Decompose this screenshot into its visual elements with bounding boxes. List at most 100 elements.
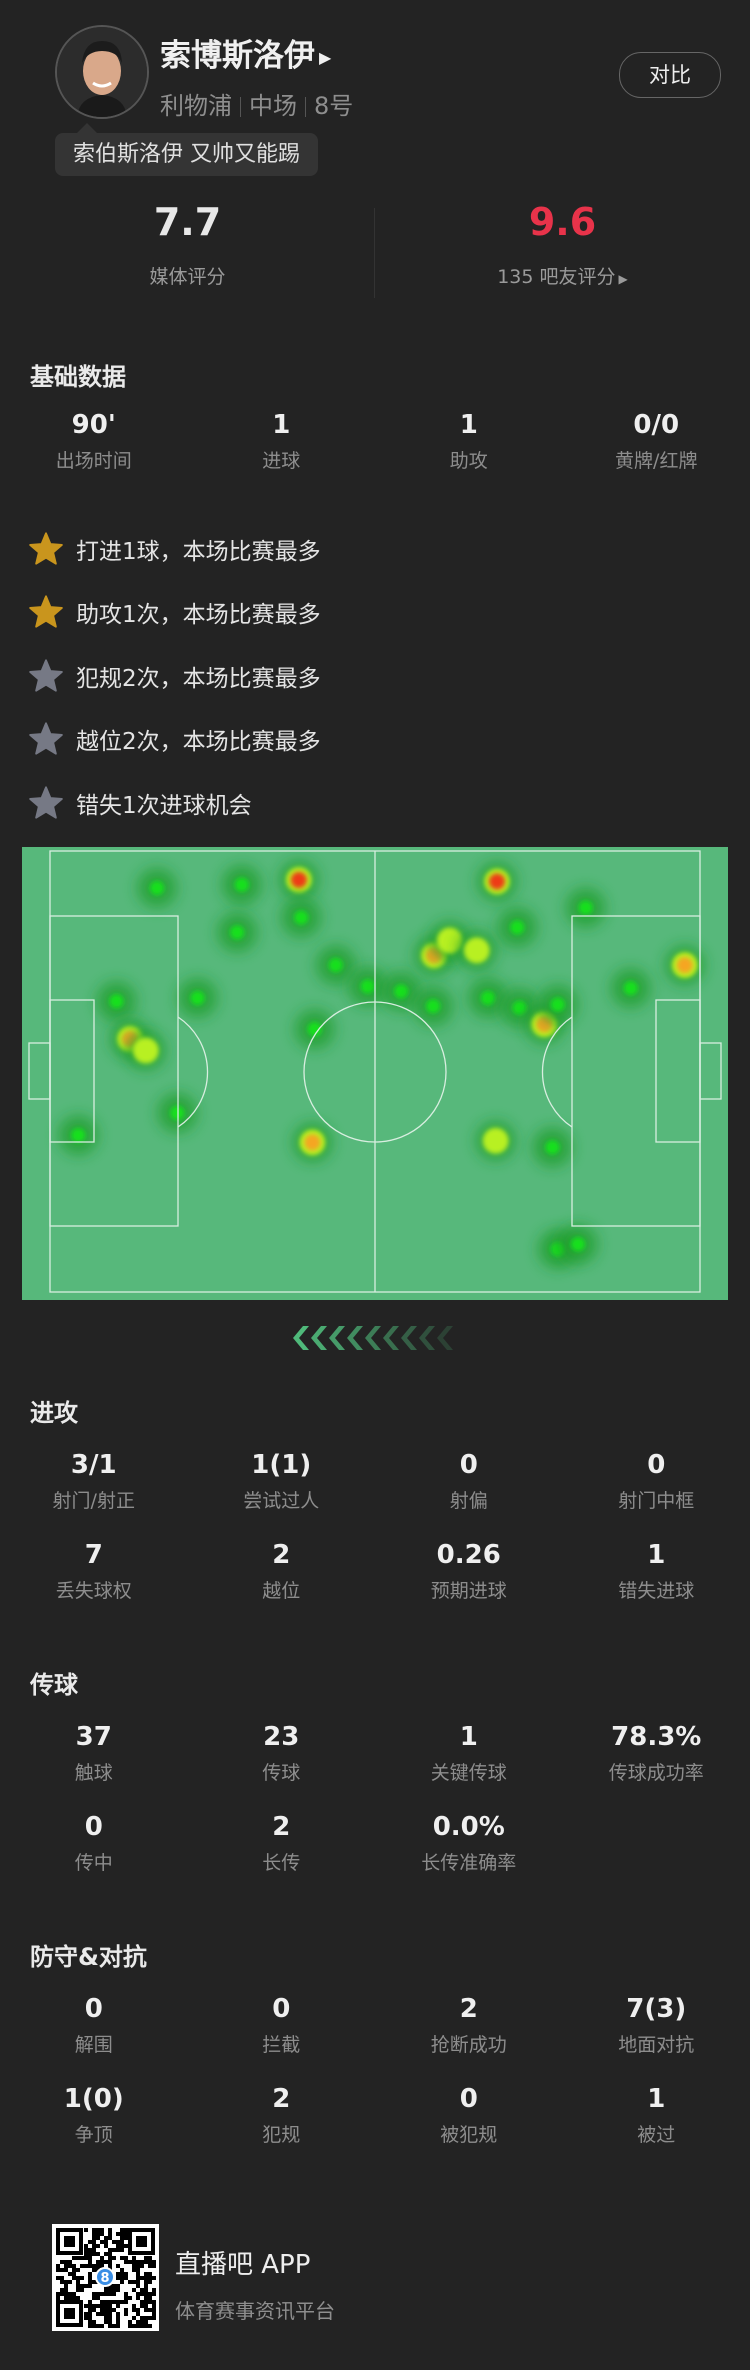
highlight-text: 打进1球，本场比赛最多 [76, 539, 321, 565]
chevron-left-icon [383, 1326, 399, 1350]
stat-cell: 1 被过 [563, 2084, 750, 2147]
defense-stats-row: 0 解围 0 拦截 2 抢断成功 7(3) 地面对抗 [0, 1994, 750, 2057]
heat-spot [664, 945, 705, 986]
heat-spot [58, 1115, 99, 1156]
stat-value: 3/1 [70, 1450, 117, 1480]
heat-spot [217, 912, 258, 953]
attack-stats-row: 7 丢失球权 2 越位 0.26 预期进球 1 错失进球 [0, 1540, 750, 1603]
stat-value: 2 [272, 1812, 291, 1842]
stat-value: 1 [647, 2084, 666, 2114]
stat-value: 0 [84, 1994, 103, 2024]
stat-label: 解围 [74, 2034, 113, 2056]
heat-spot [565, 887, 606, 928]
media-rating: 7.7 媒体评分 [0, 200, 375, 289]
player-avatar[interactable] [55, 25, 149, 119]
star-icon [29, 532, 63, 565]
compare-button[interactable]: 对比 [619, 52, 721, 98]
pitch-lines [28, 850, 722, 1293]
chevron-left-icon [311, 1326, 327, 1350]
player-meta: 利物浦 中场 8号 [160, 86, 353, 121]
rating-divider [374, 208, 375, 298]
stat-cell: 90' 出场时间 [0, 410, 188, 473]
stat-label: 触球 [74, 1762, 113, 1784]
stat-value: 1 [647, 1540, 666, 1570]
heat-spot [610, 968, 651, 1009]
stat-value: 7 [84, 1540, 103, 1570]
stat-label: 射门中框 [618, 1490, 695, 1512]
stat-cell: 0 传中 [0, 1812, 188, 1875]
stat-cell: 0.0% 长传准确率 [375, 1812, 563, 1875]
stat-cell: 2 越位 [188, 1540, 376, 1603]
section-title-basic: 基础数据 [30, 363, 126, 391]
heat-spot [532, 1127, 573, 1168]
svg-text:8: 8 [100, 2271, 109, 2286]
stat-cell [563, 1812, 750, 1875]
stat-cell: 1 助攻 [375, 410, 563, 473]
passing-stats-row: 37 触球 23 传球 1 关键传球 78.3% 传球成功率 [0, 1722, 750, 1785]
stat-label: 进球 [262, 450, 301, 472]
stat-label: 长传准确率 [421, 1852, 517, 1874]
stat-label: 传球 [262, 1762, 301, 1784]
fan-rating-label[interactable]: 135 吧友评分 ▶ [375, 262, 750, 289]
highlight-text: 助攻1次，本场比赛最多 [76, 602, 321, 628]
stat-value: 37 [75, 1722, 112, 1752]
stat-label: 被过 [637, 2124, 676, 2146]
stat-label: 越位 [262, 1580, 301, 1602]
tagline-bubble: 索伯斯洛伊 又帅又能踢 [55, 123, 318, 176]
app-subtitle: 体育赛事资讯平台 [175, 2299, 335, 2323]
highlight-text: 错失1次进球机会 [76, 793, 252, 819]
star-icon [29, 659, 63, 692]
heat-spot [278, 859, 319, 900]
stat-label: 丢失球权 [55, 1580, 132, 1602]
stat-cell: 2 抢断成功 [375, 1994, 563, 2057]
heat-spot [177, 978, 218, 1018]
stat-value: 2 [272, 2084, 291, 2114]
player-name[interactable]: 索博斯洛伊 ▶ [160, 30, 331, 75]
player-name-text: 索博斯洛伊 [160, 38, 315, 74]
stat-cell: 0 被犯规 [375, 2084, 563, 2147]
player-photo [57, 27, 147, 117]
heat-spot [315, 945, 356, 986]
stat-value: 90' [71, 410, 116, 440]
stat-cell: 2 犯规 [188, 2084, 376, 2147]
fan-rating[interactable]: 9.6 135 吧友评分 ▶ [375, 200, 750, 289]
heat-spot [413, 986, 454, 1027]
passing-stats-row: 0 传中 2 长传 0.0% 长传准确率 [0, 1812, 750, 1875]
heat-spot [381, 971, 422, 1012]
stat-value: 0 [272, 1994, 291, 2024]
heat-spot [558, 1224, 599, 1265]
section-title-attack: 进攻 [30, 1399, 78, 1427]
highlight-text: 越位2次，本场比赛最多 [76, 729, 321, 755]
section-title-passing: 传球 [30, 1671, 78, 1699]
shirt-number: 8号 [314, 92, 354, 120]
stat-label: 犯规 [262, 2124, 301, 2146]
defense-stats-row: 1(0) 争顶 2 犯规 0 被犯规 1 被过 [0, 2084, 750, 2147]
chevron-left-icon [293, 1326, 309, 1350]
stat-value: 0 [459, 2084, 478, 2114]
chevron-left-icon [437, 1326, 453, 1350]
stat-cell: 0 射偏 [375, 1450, 563, 1513]
highlight-item: 犯规2次，本场比赛最多 [28, 658, 321, 694]
highlight-item: 越位2次，本场比赛最多 [28, 721, 321, 757]
heat-spot [475, 1120, 516, 1161]
stat-label: 抢断成功 [430, 2034, 507, 2056]
stat-value: 1 [272, 410, 291, 440]
stat-cell: 37 触球 [0, 1722, 188, 1785]
section-title-defense: 防守&对抗 [30, 1943, 147, 1971]
stat-label: 黄牌/红牌 [615, 450, 698, 472]
heatmap-pitch [22, 847, 728, 1300]
highlight-text: 犯规2次，本场比赛最多 [76, 666, 321, 692]
caret-right-icon: ▶ [618, 272, 628, 286]
stat-value: 0 [84, 1812, 103, 1842]
divider [305, 97, 306, 117]
stat-label: 地面对抗 [618, 2034, 695, 2056]
heat-spot [292, 1122, 333, 1163]
stat-label: 传中 [74, 1852, 113, 1874]
stat-value: 0.26 [436, 1540, 501, 1570]
stat-label: 助攻 [449, 450, 488, 472]
stat-value: 0.0% [432, 1812, 505, 1842]
media-rating-value: 7.7 [153, 200, 222, 244]
highlight-item: 助攻1次，本场比赛最多 [28, 594, 321, 630]
stat-label: 错失进球 [618, 1580, 695, 1602]
stat-cell: 1 关键传球 [375, 1722, 563, 1785]
